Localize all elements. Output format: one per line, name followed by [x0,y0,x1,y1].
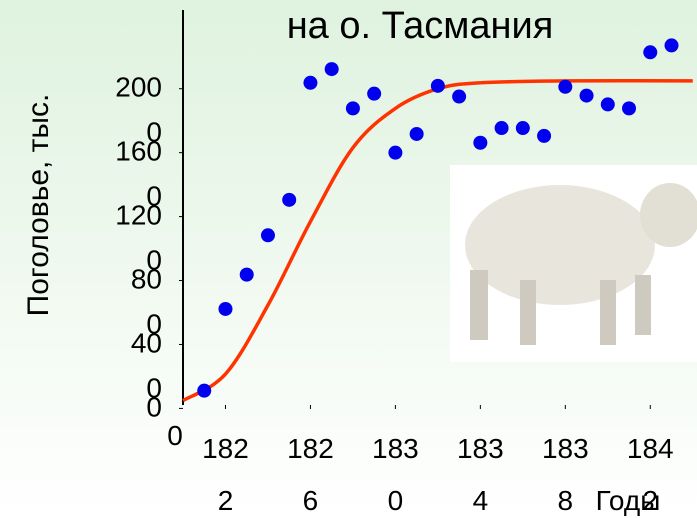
y-tick-label: 160 0 [115,136,162,212]
x-tick-label: 183 8 [542,433,589,516]
data-point [218,301,233,316]
data-point [345,101,360,116]
x-tick-label: 182 2 [202,433,249,516]
y-tick-label: 80 0 [131,264,162,340]
y-axis-label: Поголовье, тыс. [22,94,55,317]
data-point [430,78,445,93]
data-point [579,88,594,103]
data-point [282,192,297,207]
data-point [473,135,488,150]
data-point [388,145,403,160]
y-tick-label: 0 [146,391,162,422]
data-point [409,126,424,141]
data-point [367,86,382,101]
sheep-photo [450,165,697,362]
data-point [452,89,467,104]
data-point [664,38,679,53]
data-point [260,228,275,243]
x-tick-label: 183 4 [457,433,504,516]
origin-label: 0 [167,420,183,451]
fit-curve [182,79,693,403]
x-tick-label: 182 6 [287,433,334,516]
x-tick-label: 183 0 [372,433,419,516]
data-point [494,121,509,136]
y-tick-label: 200 0 [115,72,162,148]
chart-title: на о. Тасмания [287,5,554,47]
x-tick-label: 184 2 [627,433,674,516]
data-point [558,79,573,94]
data-point [537,128,552,143]
y-tick-label: 120 0 [115,200,162,276]
data-point [324,62,339,77]
x-axis-label: Годы [596,485,661,516]
y-tick-label: 40 0 [131,327,162,403]
data-point [643,45,658,60]
data-point [303,75,318,90]
data-point [239,267,254,282]
data-point [197,383,212,398]
data-point [622,101,637,116]
data-point [600,97,615,112]
data-point [515,121,530,136]
